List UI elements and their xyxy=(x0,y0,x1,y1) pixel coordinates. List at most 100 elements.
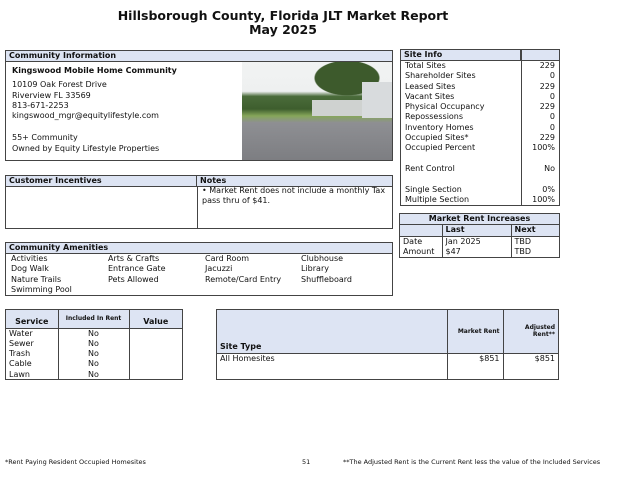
community-type: 55+ Community xyxy=(12,133,78,143)
site-info-row: Physical Occupancy 229 xyxy=(405,102,555,112)
email[interactable]: kingswood_mgr@equitylifestyle.com xyxy=(12,111,159,121)
amenity-item: Swimming Pool xyxy=(11,284,72,294)
site-type-row: All Homesites $851 $851 xyxy=(217,353,558,364)
rent-increases-header: Market Rent Increases xyxy=(428,214,531,223)
site-info-value: No xyxy=(544,163,555,173)
adjusted-rent: $851 xyxy=(534,353,555,363)
address-line1: 10109 Oak Forest Drive xyxy=(12,80,107,90)
address-line2: Riverview FL 33569 xyxy=(12,90,91,100)
amenity-item: Dog Walk xyxy=(11,264,49,274)
note-text: • Market Rent does not include a monthly… xyxy=(202,186,386,205)
service-row: Cable No xyxy=(6,359,182,370)
site-info-row: Shareholder Sites 0 xyxy=(405,71,555,81)
site-type-name: All Homesites xyxy=(217,353,448,364)
col-value: Value xyxy=(143,317,169,327)
service-value xyxy=(129,349,182,359)
service-value xyxy=(129,370,182,380)
site-info-value: 0 xyxy=(549,71,555,81)
site-info-row: Leased Sites 229 xyxy=(405,82,555,92)
site-info-label: Physical Occupancy xyxy=(405,102,485,112)
service-name: Trash xyxy=(6,349,59,360)
col-service: Service xyxy=(6,310,59,328)
rent-increase-row: Date Jan 2025 TBD xyxy=(400,236,559,247)
amenities-header: Community Amenities xyxy=(6,243,392,254)
rent-increases-panel: Market Rent Increases Last Next Date Jan 2… xyxy=(399,213,560,258)
site-info-label: Repossessions xyxy=(405,112,464,122)
site-info-row xyxy=(405,174,555,184)
col-market-rent: Market Rent xyxy=(447,310,504,354)
service-name: Water xyxy=(6,328,59,339)
site-info-header: Site Info xyxy=(401,50,521,60)
site-type-table: Site Type Market Rent Adjusted Rent** Al… xyxy=(216,309,559,380)
site-info-value: 229 xyxy=(539,61,555,70)
incentives-header: Customer Incentives xyxy=(6,176,197,186)
amenity-item: Card Room xyxy=(205,254,250,263)
col-adjusted-rent: Adjusted Rent** xyxy=(524,324,555,339)
community-info-panel: Community Information Kingswood Mobile H… xyxy=(5,50,393,161)
service-row: Lawn No xyxy=(6,369,182,380)
service-row: Sewer No xyxy=(6,338,182,350)
site-info-label: Single Section xyxy=(405,184,462,194)
site-info-row: Repossessions 0 xyxy=(405,112,555,122)
site-info-row: Occupied Percent 100% xyxy=(405,143,555,153)
site-info-row: Total Sites 229 xyxy=(405,61,555,71)
rent-increase-row: Amount $47 TBD xyxy=(400,246,559,258)
community-photo xyxy=(242,62,392,160)
next-value: TBD xyxy=(514,246,532,256)
service-value xyxy=(129,339,182,349)
report-date: May 2025 xyxy=(249,22,317,37)
site-info-value: 0 xyxy=(549,91,555,101)
service-value xyxy=(129,359,182,369)
col-last: Last xyxy=(442,224,512,237)
row-label: Amount xyxy=(400,246,443,258)
next-value: TBD xyxy=(514,236,532,246)
included-value: No xyxy=(58,328,130,339)
site-info-value: 229 xyxy=(539,133,555,143)
filler-row xyxy=(217,363,558,379)
site-info-label: Multiple Section xyxy=(405,194,470,204)
site-info-panel: Site Info Total Sites 229 Shareholder Site… xyxy=(400,49,560,206)
amenity-item: Jacuzzi xyxy=(205,264,233,274)
last-value: Jan 2025 xyxy=(442,236,512,247)
site-info-row xyxy=(405,154,555,164)
community-name: Kingswood Mobile Home Community xyxy=(12,66,177,75)
site-info-label: Total Sites xyxy=(405,61,446,70)
col-next: Next xyxy=(514,225,536,235)
community-info-header: Community Information xyxy=(6,51,392,62)
site-info-row: Rent Control No xyxy=(405,164,555,174)
site-info-row: Single Section 0% xyxy=(405,185,555,195)
amenities-panel: Community Amenities Activities Arts & Cra… xyxy=(5,242,393,296)
service-row: Trash No xyxy=(6,349,182,360)
amenity-item: Library xyxy=(301,264,329,274)
site-info-label: Inventory Homes xyxy=(405,122,474,132)
amenity-item: Nature Trails xyxy=(11,274,62,284)
site-info-label: Shareholder Sites xyxy=(405,71,476,81)
footer-right-note: **The Adjusted Rent is the Current Rent … xyxy=(343,458,601,466)
row-label: Date xyxy=(400,236,443,247)
amenity-item: Remote/Card Entry xyxy=(205,274,282,284)
site-info-row: Inventory Homes 0 xyxy=(405,123,555,133)
report-title: Hillsborough County, Florida JLT Market … xyxy=(117,8,449,23)
phone: 813-671-2253 xyxy=(12,100,69,110)
included-value: No xyxy=(58,359,130,370)
included-value: No xyxy=(58,369,130,380)
amenity-item: Shuffleboard xyxy=(301,274,352,284)
site-info-label: Occupied Percent xyxy=(405,143,476,153)
site-info-value: 100% xyxy=(532,143,555,153)
included-value: No xyxy=(58,338,130,350)
service-name: Sewer xyxy=(6,338,59,350)
site-info-label: Occupied Sites* xyxy=(405,133,469,143)
last-value: $47 xyxy=(442,246,512,258)
site-info-label: Rent Control xyxy=(405,163,455,173)
service-value xyxy=(129,328,182,339)
col-site-type: Site Type xyxy=(217,310,448,354)
footer-left-note: *Rent Paying Resident Occupied Homesites xyxy=(5,458,146,466)
site-info-label: Leased Sites xyxy=(405,81,456,91)
amenity-item: Entrance Gate xyxy=(108,264,166,274)
site-info-value: 0 xyxy=(549,122,555,132)
service-row: Water No xyxy=(6,328,182,339)
services-table: Service Included In Rent Value Water No Se… xyxy=(5,309,183,380)
site-info-value: 0% xyxy=(542,184,555,194)
site-info-value: 0 xyxy=(549,112,555,122)
site-info-value: 229 xyxy=(539,102,555,112)
